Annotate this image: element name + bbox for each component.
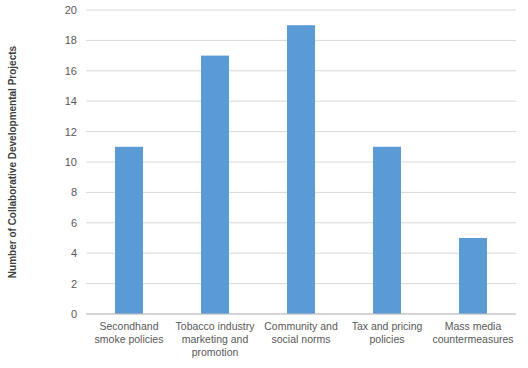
grid-line bbox=[86, 314, 516, 315]
chart: 0 2 4 6 8 10 12 14 16 18 20 Secondhandsmoke policie… bbox=[0, 0, 528, 368]
bar bbox=[287, 25, 315, 314]
y-tick-label: 8 bbox=[71, 186, 77, 198]
label-line: social norms bbox=[272, 333, 331, 345]
x-tick-label: Secondhandsmoke policies bbox=[95, 320, 164, 345]
grid-line bbox=[86, 10, 516, 11]
x-tick-label: Tax and pricingpolicies bbox=[352, 320, 423, 345]
y-tick-label: 6 bbox=[71, 217, 77, 229]
bar bbox=[459, 238, 487, 314]
y-tick-label: 0 bbox=[71, 308, 77, 320]
x-tick-label: Mass mediacountermeasures bbox=[432, 320, 513, 345]
y-tick-label: 18 bbox=[65, 34, 77, 46]
y-tick-label: 20 bbox=[65, 4, 77, 16]
x-axis bbox=[86, 314, 516, 315]
bar bbox=[115, 147, 143, 314]
bar bbox=[373, 147, 401, 314]
label-line: smoke policies bbox=[95, 333, 164, 345]
y-tick-label: 4 bbox=[71, 247, 77, 259]
label-line: Tobacco industry bbox=[176, 320, 256, 332]
label-line: Tax and pricing bbox=[352, 320, 423, 332]
x-tick-label: Tobacco industrymarketing andpromotion bbox=[176, 320, 256, 358]
y-tick-label: 14 bbox=[65, 95, 77, 107]
y-tick-label: 16 bbox=[65, 65, 77, 77]
y-axis-title: Number of Collaborative Developmental Pr… bbox=[7, 45, 18, 278]
bar bbox=[201, 56, 229, 314]
label-line: Secondhand bbox=[100, 320, 159, 332]
y-tick-label: 2 bbox=[71, 278, 77, 290]
x-tick-label: Community andsocial norms bbox=[264, 320, 338, 345]
y-tick-label: 10 bbox=[65, 156, 77, 168]
label-line: promotion bbox=[192, 346, 239, 358]
label-line: Mass media bbox=[445, 320, 502, 332]
label-line: Community and bbox=[264, 320, 338, 332]
bars bbox=[115, 25, 487, 314]
y-tick-label: 12 bbox=[65, 126, 77, 138]
label-line: policies bbox=[369, 333, 404, 345]
label-line: countermeasures bbox=[432, 333, 513, 345]
label-line: marketing and bbox=[182, 333, 249, 345]
